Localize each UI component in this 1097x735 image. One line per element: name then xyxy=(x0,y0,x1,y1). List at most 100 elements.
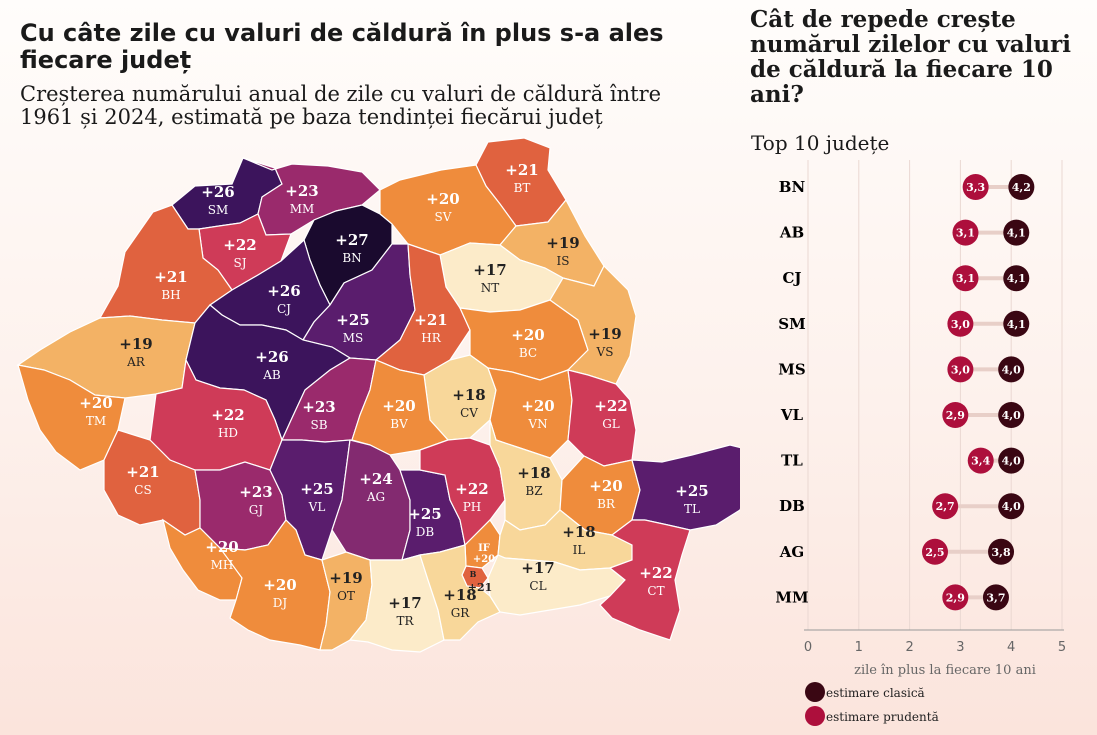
value-label-prudent: 3,1 xyxy=(956,272,975,285)
region-value-label: +17 xyxy=(521,559,554,577)
legend-swatch xyxy=(805,682,825,702)
region-code-label: DJ xyxy=(273,596,288,610)
point-prudent xyxy=(932,493,959,520)
region-code-label: CS xyxy=(134,483,151,497)
category-label: BN xyxy=(779,178,806,196)
value-label-prudent: 2,7 xyxy=(936,500,955,513)
point-classic xyxy=(998,493,1025,520)
region-value-label: +25 xyxy=(675,482,708,500)
legend-label: estimare prudentă xyxy=(826,710,939,724)
region-value-label: +21 xyxy=(154,268,187,286)
county-vn xyxy=(487,367,573,459)
x-tick-label: 0 xyxy=(804,640,812,655)
category-label: MS xyxy=(778,360,805,378)
point-prudent xyxy=(942,584,969,611)
region-value-label: +19 xyxy=(588,325,621,343)
region-code-label: TR xyxy=(396,614,414,628)
category-label: MM xyxy=(775,588,808,606)
region-code-label: CT xyxy=(647,584,664,598)
point-classic xyxy=(1003,219,1030,246)
region-code-label: GJ xyxy=(249,503,264,517)
x-tick-label: 2 xyxy=(905,640,913,655)
region-code-label: VS xyxy=(596,345,614,359)
region-code-label: SV xyxy=(435,210,452,224)
point-classic xyxy=(1003,310,1030,337)
region-value-label: +20 xyxy=(521,397,554,415)
region-code-label: HR xyxy=(421,331,441,345)
point-classic xyxy=(982,584,1009,611)
category-label: DB xyxy=(779,497,805,515)
region-value-label: +17 xyxy=(473,261,506,279)
value-label-prudent: 3,4 xyxy=(971,455,990,468)
region-value-label: +20 xyxy=(79,394,112,412)
region-code-label: BH xyxy=(161,288,180,302)
value-label-classic: 3,7 xyxy=(986,591,1005,604)
region-value-label: +22 xyxy=(639,564,672,582)
value-label-classic: 4,0 xyxy=(1002,455,1021,468)
region-code-label: AB xyxy=(262,368,281,382)
region-value-label: +20 xyxy=(473,554,495,565)
map-subtitle: Creșterea numărului anual de zile cu val… xyxy=(20,82,662,129)
value-label-classic: 4,0 xyxy=(1002,363,1021,376)
region-code-label: MH xyxy=(211,558,234,572)
region-code-label: GL xyxy=(602,417,620,431)
value-label-classic: 4,2 xyxy=(1012,181,1031,194)
region-code-label: OT xyxy=(337,589,355,603)
region-value-label: +20 xyxy=(382,397,415,415)
value-label-classic: 4,1 xyxy=(1007,227,1026,240)
point-prudent xyxy=(952,219,979,246)
region-code-label: BC xyxy=(519,346,537,360)
region-code-label: VN xyxy=(527,417,547,431)
category-label: SM xyxy=(778,315,805,333)
point-classic xyxy=(998,356,1025,383)
region-value-label: +25 xyxy=(336,311,369,329)
point-prudent xyxy=(922,538,948,565)
value-label-prudent: 2,5 xyxy=(925,546,944,559)
county-ct xyxy=(599,519,691,641)
region-value-label: +19 xyxy=(329,569,362,587)
point-prudent xyxy=(952,265,979,292)
point-classic xyxy=(998,402,1025,428)
value-label-classic: 4,0 xyxy=(1002,409,1021,422)
region-code-label: MM xyxy=(290,202,315,216)
category-label: AG xyxy=(779,543,804,561)
region-code-label: SJ xyxy=(233,256,246,270)
county-bv xyxy=(351,359,450,456)
region-code-label: PH xyxy=(463,500,482,514)
map-title: Cu câte zile cu valuri de căldură în plu… xyxy=(20,19,664,74)
region-value-label: +17 xyxy=(388,594,421,612)
point-classic xyxy=(1003,265,1030,292)
region-code-label: CL xyxy=(529,579,546,593)
county-vl xyxy=(269,439,351,561)
region-value-label: +20 xyxy=(263,576,296,594)
point-prudent xyxy=(962,174,989,200)
region-code-label: AG xyxy=(366,490,385,504)
value-label-prudent: 3,0 xyxy=(951,363,970,376)
region-code-label: CV xyxy=(460,406,478,420)
region-value-label: +23 xyxy=(239,483,272,501)
region-code-label: VL xyxy=(308,500,326,514)
point-classic xyxy=(998,447,1025,474)
dot-chart-subtitle: Top 10 județe xyxy=(751,131,890,155)
legend-swatch xyxy=(805,706,825,726)
region-code-label: GR xyxy=(451,606,471,620)
x-tick-label: 5 xyxy=(1058,640,1066,655)
region-code-label: BR xyxy=(597,497,616,511)
region-value-label: +20 xyxy=(205,538,238,556)
region-code-label: NT xyxy=(481,281,500,295)
region-value-label: +22 xyxy=(594,397,627,415)
point-classic xyxy=(988,538,1015,565)
region-code-label: IF xyxy=(478,543,490,554)
x-axis-label: zile în plus la fiecare 10 ani xyxy=(854,663,1036,678)
value-label-prudent: 2,9 xyxy=(946,409,965,422)
region-code-label: BT xyxy=(514,181,531,195)
category-label: VL xyxy=(780,406,804,424)
x-tick-label: 1 xyxy=(855,640,863,655)
dot-chart-title: Cât de repede crește numărul zilelor cu … xyxy=(750,6,1071,108)
value-label-classic: 4,1 xyxy=(1007,272,1026,285)
x-tick-label: 3 xyxy=(956,640,964,655)
region-value-label: +21 xyxy=(505,161,538,179)
category-label: CJ xyxy=(782,269,801,287)
point-prudent xyxy=(942,402,969,428)
